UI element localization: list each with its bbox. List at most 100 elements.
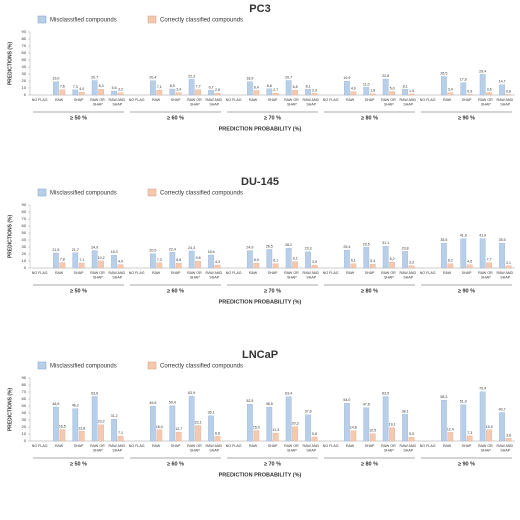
x-tick-label: RAW AND SHAP <box>108 271 126 280</box>
x-tick-label: NO FLAG <box>32 271 48 275</box>
bar <box>169 88 176 96</box>
value-label: 7,3 <box>467 431 472 435</box>
x-tick-label: SHAP <box>462 271 472 275</box>
bar <box>447 432 454 442</box>
value-label: 6,8 <box>293 85 298 89</box>
x-tick-label: RAW AND SHAP <box>399 271 417 280</box>
legend-label: Misclassified compounds <box>50 364 117 370</box>
x-tick-label: RAW OR SHAP <box>90 271 106 280</box>
x-tick-label: NO FLAG <box>32 98 48 102</box>
value-label: 6,1 <box>273 259 278 263</box>
value-label: 5,8 <box>312 432 317 436</box>
x-tick-label: RAW AND SHAP <box>399 98 417 107</box>
bar <box>98 260 104 269</box>
y-axis-label: PREDICTIONS (%) <box>7 388 13 432</box>
y-tick-label: 40 <box>22 237 27 242</box>
value-label: 40,7 <box>499 407 506 411</box>
legend-swatch <box>147 15 157 24</box>
value-label: 8,1 <box>306 84 311 88</box>
bar <box>466 435 473 442</box>
x-tick-label: RAW AND SHAP <box>496 444 514 453</box>
value-label: 4,9 <box>351 87 356 91</box>
bar <box>389 427 395 442</box>
value-label: 7,3 <box>73 85 78 89</box>
value-label: 18,3 <box>111 250 118 254</box>
x-tick-label: NO FLAG <box>226 271 242 275</box>
group-label: ≥ 70 % <box>264 288 281 294</box>
legend-swatch <box>37 188 47 197</box>
value-label: 23,2 <box>98 420 105 424</box>
value-label: 48,6 <box>52 402 59 406</box>
value-label: 21,7 <box>72 248 79 252</box>
value-label: 38,1 <box>402 409 409 413</box>
value-label: 48,5 <box>266 402 273 406</box>
x-tick-label: RAW AND SHAP <box>205 444 223 453</box>
bar <box>402 251 408 269</box>
x-tick-label: RAW <box>152 98 161 102</box>
x-tick-label: SHAP <box>268 98 278 102</box>
value-label: 3,3 <box>409 261 414 265</box>
value-label: 14,8 <box>350 426 357 430</box>
bar <box>188 79 195 96</box>
value-label: 5,6 <box>112 86 117 90</box>
bar <box>460 82 467 96</box>
panel-title: DU-145 <box>241 176 279 188</box>
group-label: ≥ 70 % <box>264 115 281 121</box>
bar <box>208 90 214 96</box>
x-tick-label: RAW OR SHAP <box>90 444 106 453</box>
value-label: 35,5 <box>499 238 506 242</box>
x-tick-label: RAW OR SHAP <box>381 271 397 280</box>
bar <box>253 90 260 96</box>
value-label: 15,0 <box>253 425 260 429</box>
bar <box>188 250 195 269</box>
value-label: 15,9 <box>486 425 493 429</box>
value-label: 49,6 <box>149 401 156 405</box>
value-label: 23,8 <box>402 246 409 250</box>
value-label: 16,5 <box>59 424 66 428</box>
x-tick-label: SHAP <box>365 444 375 448</box>
value-label: 4,6 <box>467 260 472 264</box>
value-label: 6,4 <box>254 85 259 89</box>
bar <box>350 430 357 442</box>
x-tick-label: RAW AND SHAP <box>302 444 320 453</box>
bar <box>91 396 98 442</box>
value-label: 3,1 <box>506 261 511 265</box>
panel-title: LNCaP <box>242 349 278 361</box>
value-label: 7,1 <box>79 258 84 262</box>
y-tick-label: 30 <box>22 244 27 249</box>
value-label: 22,4 <box>169 247 176 251</box>
value-label: 50,4 <box>169 401 176 405</box>
value-label: 63,5 <box>382 392 389 396</box>
bar <box>505 265 512 269</box>
value-label: 7,1 <box>118 431 123 435</box>
x-tick-label: RAW OR SHAP <box>90 98 106 107</box>
bar <box>175 431 182 442</box>
x-tick-label: RAW AND SHAP <box>496 271 514 280</box>
group-label: ≥ 50 % <box>70 461 87 467</box>
value-label: 8,3 <box>99 84 104 88</box>
x-tick-label: RAW <box>249 98 258 102</box>
value-label: 17,6 <box>460 78 467 82</box>
bar <box>188 396 195 442</box>
x-tick-label: NO FLAG <box>226 444 242 448</box>
bar <box>311 436 318 442</box>
value-label: 16,0 <box>156 425 163 429</box>
value-label: 24,3 <box>188 246 195 250</box>
value-label: 14,7 <box>499 80 506 84</box>
bar <box>285 396 292 442</box>
bar <box>214 436 221 442</box>
x-tick-label: NO FLAG <box>323 271 339 275</box>
value-label: 18,9 <box>246 77 253 81</box>
value-label: 11,3 <box>272 428 279 432</box>
bar <box>479 238 486 269</box>
bar <box>466 94 473 96</box>
y-tick-label: 0 <box>24 438 27 443</box>
value-label: 4,0 <box>79 87 84 91</box>
y-tick-label: 30 <box>22 417 27 422</box>
y-tick-label: 70 <box>22 389 27 394</box>
bar <box>382 78 389 96</box>
y-tick-label: 90 <box>22 375 27 380</box>
bar <box>272 432 279 442</box>
x-tick-label: RAW <box>443 98 452 102</box>
